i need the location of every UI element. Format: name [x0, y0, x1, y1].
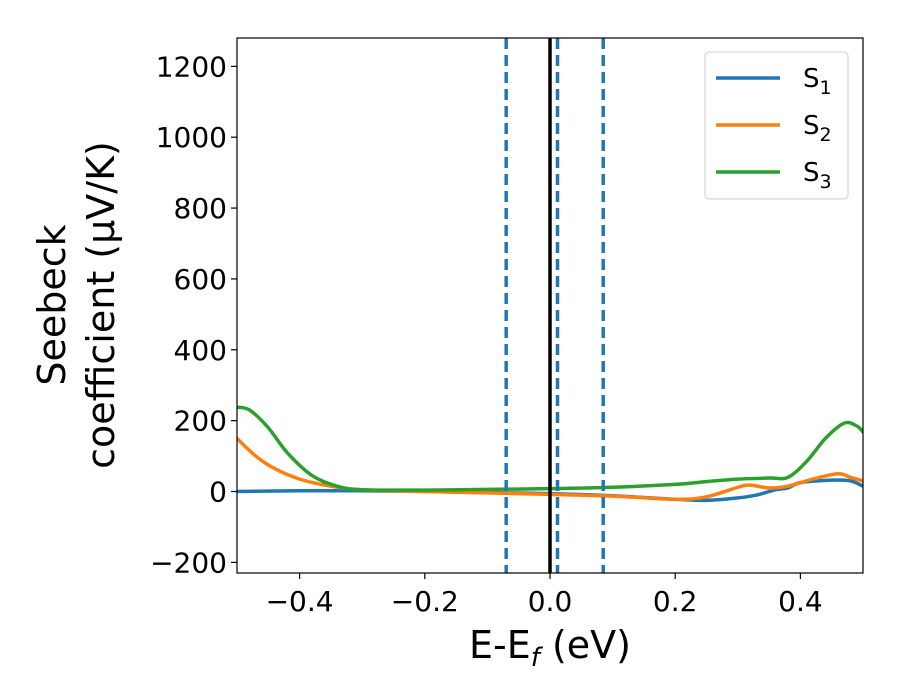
y-tick-label: 0 [209, 476, 227, 509]
y-axis-title: Seebeck coefficient (μV/K) [30, 141, 123, 469]
x-tick-label: 0.4 [778, 585, 823, 618]
x-axis-title-unit: (eV) [540, 623, 631, 667]
series-layer [237, 405, 863, 503]
y-tick-label: 1000 [156, 121, 227, 154]
x-axis-ticks: −0.4 −0.2 0.0 0.2 0.4 [266, 573, 823, 618]
x-axis-title-main: E-E [469, 623, 531, 667]
x-axis-title: E-Ef (eV) [469, 623, 631, 673]
y-tick-label: 400 [174, 334, 227, 367]
legend-label-s1: S1 [803, 64, 832, 99]
y-axis-ticks: −200 0 200 400 600 800 1000 1200 [150, 50, 237, 579]
y-axis-title-line1: Seebeck [30, 224, 74, 385]
x-tick-label: 0.2 [653, 585, 698, 618]
vertical-lines-layer [504, 38, 605, 573]
legend-entries: S1 S2 S3 [716, 64, 832, 193]
series-line-s3 [237, 405, 863, 492]
y-tick-label: 200 [174, 405, 227, 438]
legend-label-s3: S3 [803, 158, 832, 193]
y-tick-label: 1200 [156, 50, 227, 83]
legend-label-s2: S2 [803, 111, 832, 146]
series-line-s2 [237, 436, 863, 502]
y-axis-title-line2: coefficient (μV/K) [79, 141, 123, 469]
x-tick-label: −0.2 [391, 585, 459, 618]
x-tick-label: 0.0 [528, 585, 573, 618]
legend: S1 S2 S3 [704, 51, 849, 200]
y-tick-label: −200 [150, 546, 227, 579]
y-tick-label: 800 [174, 192, 227, 225]
y-tick-label: 600 [174, 263, 227, 296]
x-tick-label: −0.4 [266, 585, 334, 618]
